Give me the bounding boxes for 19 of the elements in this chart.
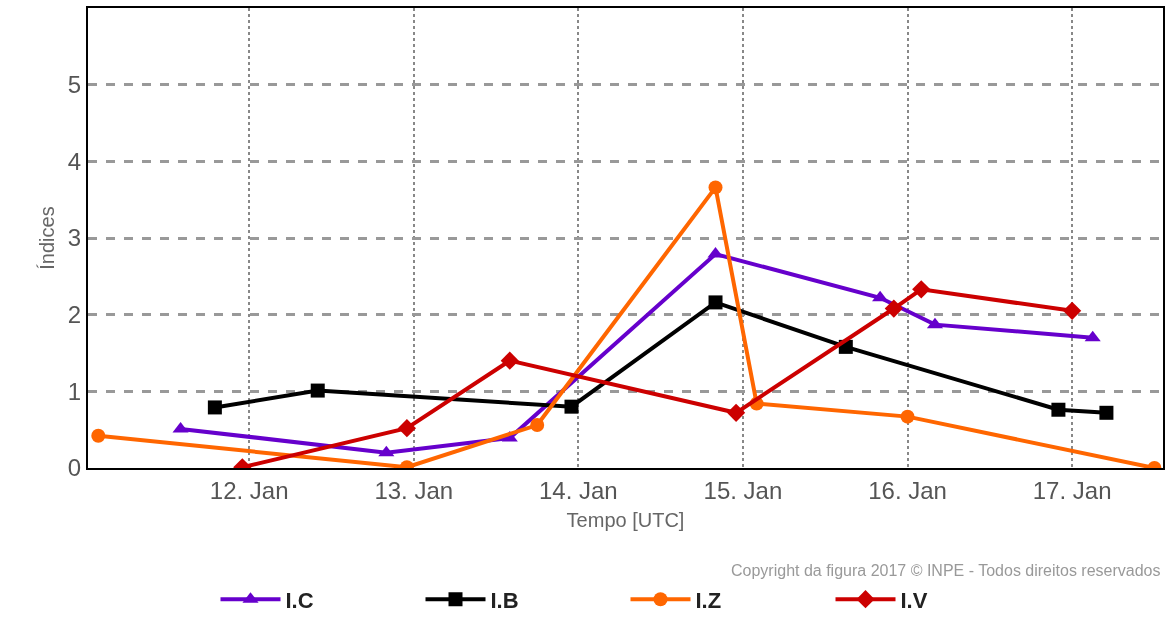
x-tick-label: 15. Jan — [703, 476, 783, 504]
text: Copyright da figura 2017 © INPE - Todos direitos reservados — [731, 562, 1161, 579]
x-tick-label: 17. Jan — [1032, 476, 1112, 504]
y-tick-label: 3 — [67, 224, 82, 252]
x-tick-label: 12. Jan — [209, 476, 289, 504]
legend-label: I.Z — [695, 587, 722, 613]
legend-label: I.C — [285, 587, 314, 613]
y-tick-label: 2 — [67, 301, 82, 329]
legend-label: I.B — [490, 587, 519, 613]
x-tick-label: 13. Jan — [374, 476, 454, 504]
x-tick-label: 16. Jan — [868, 476, 947, 504]
y-tick-label: 0 — [67, 454, 82, 482]
y-tick-label: 4 — [67, 147, 82, 175]
y-tick-label: 5 — [67, 71, 82, 99]
legend-label: I.V — [900, 587, 928, 613]
y-tick-label: 1 — [67, 377, 82, 405]
x-tick-label: 14. Jan — [538, 476, 618, 504]
y-axis-title: Índices — [35, 206, 58, 270]
x-axis-title: Tempo [UTC] — [566, 508, 685, 531]
